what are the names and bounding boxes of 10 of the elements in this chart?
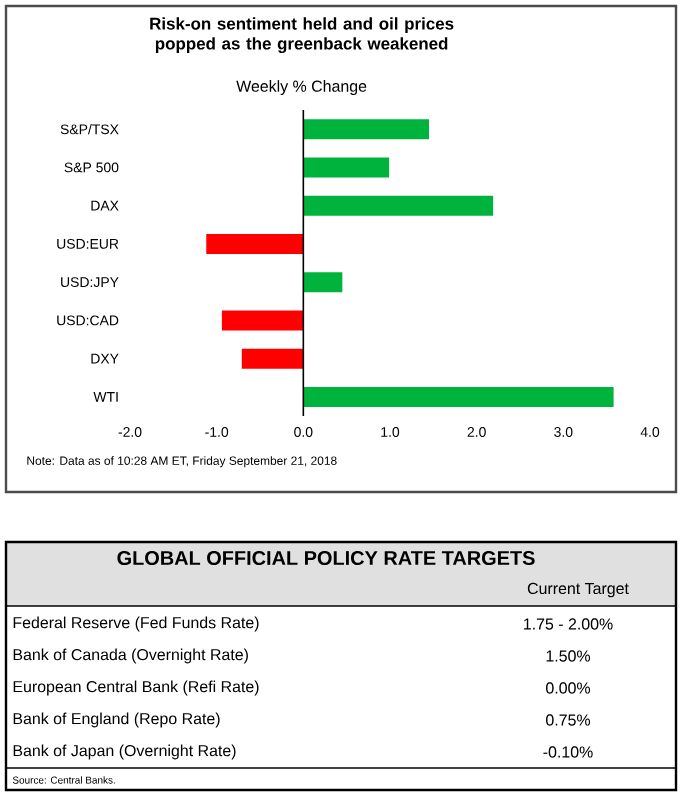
bar — [303, 272, 343, 293]
bar — [241, 348, 304, 369]
bar — [303, 119, 429, 140]
bar — [303, 195, 494, 216]
chart-title: Risk-on sentiment held and oil prices popped as the greenback weakened — [150, 17, 454, 54]
bar — [206, 233, 304, 254]
bar — [303, 157, 390, 178]
text: GLOBAL OFFICIAL POLICY RATE TARGETS — [117, 550, 535, 566]
bar — [303, 386, 614, 407]
bar — [221, 310, 304, 331]
